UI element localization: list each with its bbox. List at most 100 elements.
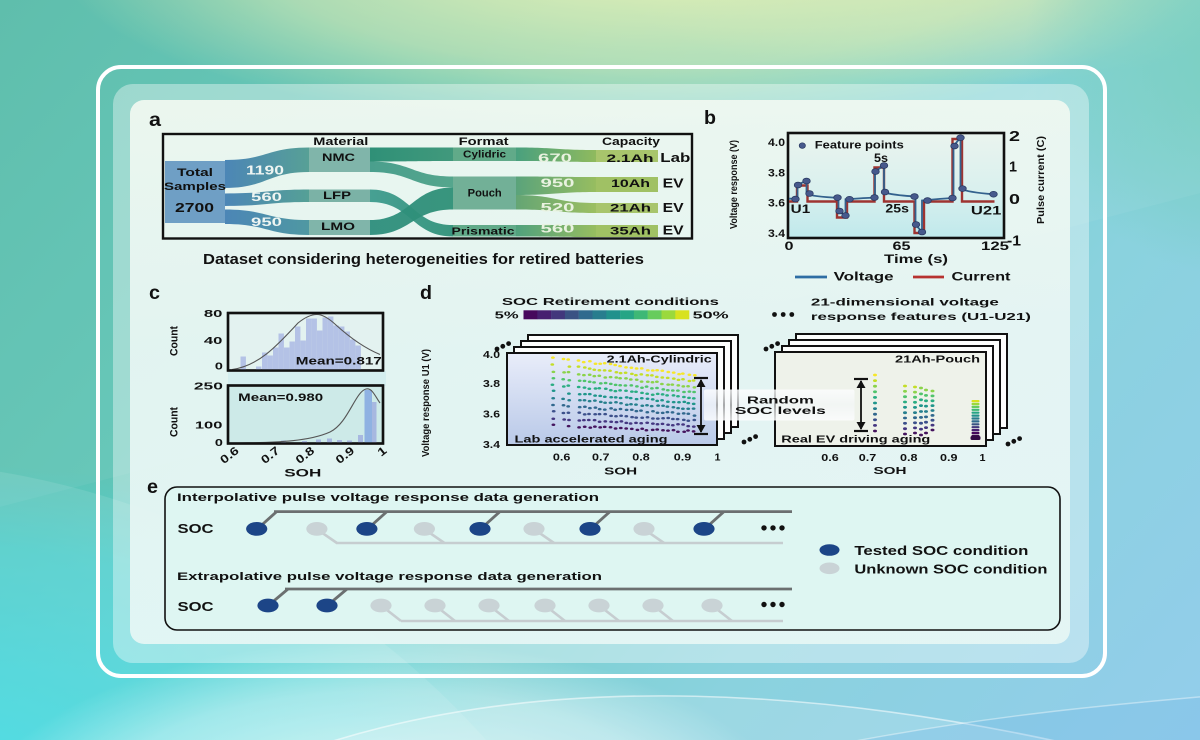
svg-text:950: 950 (251, 215, 282, 229)
svg-text:950: 950 (541, 176, 576, 190)
svg-text:Time (s): Time (s) (884, 254, 948, 266)
svg-text:0.7: 0.7 (859, 452, 877, 464)
svg-text:0.6: 0.6 (821, 452, 839, 464)
svg-text:560: 560 (251, 190, 282, 204)
svg-text:-1: -1 (1007, 234, 1021, 250)
svg-text:Feature points: Feature points (815, 140, 904, 152)
svg-text:0.9: 0.9 (674, 452, 692, 464)
svg-text:Current: Current (952, 272, 1011, 284)
svg-text:125: 125 (981, 241, 1010, 253)
svg-text:LMO: LMO (321, 221, 356, 233)
svg-text:3.4: 3.4 (768, 228, 786, 240)
svg-text:SOC: SOC (178, 522, 214, 536)
svg-text:Count: Count (169, 407, 181, 437)
svg-text:1: 1 (1009, 160, 1017, 176)
svg-text:25s: 25s (885, 204, 909, 216)
svg-text:SOH: SOH (874, 465, 907, 477)
svg-text:0.9: 0.9 (334, 445, 357, 467)
svg-text:Unknown SOC condition: Unknown SOC condition (854, 562, 1047, 576)
svg-text:b: b (704, 108, 716, 129)
svg-text:1190: 1190 (246, 164, 284, 178)
svg-text:65: 65 (893, 241, 912, 253)
svg-text:21Ah: 21Ah (610, 203, 651, 215)
svg-text:e: e (147, 477, 158, 498)
svg-text:Extrapolative pulse voltage re: Extrapolative pulse voltage response dat… (177, 571, 602, 583)
svg-text:Material: Material (313, 136, 368, 148)
svg-text:Pulse current (C): Pulse current (C) (1035, 136, 1047, 224)
svg-text:0.8: 0.8 (900, 452, 918, 464)
svg-text:35Ah: 35Ah (610, 225, 651, 237)
svg-text:3.6: 3.6 (483, 409, 500, 421)
svg-text:SOC: SOC (178, 600, 214, 614)
svg-text:Format: Format (459, 136, 509, 148)
svg-text:4.0: 4.0 (483, 349, 500, 361)
svg-text:2: 2 (1009, 129, 1020, 145)
svg-text:Lab accelerated aging: Lab accelerated aging (515, 434, 668, 446)
svg-text:U21: U21 (971, 206, 1002, 218)
svg-text:EV: EV (663, 224, 685, 238)
svg-text:Count: Count (169, 326, 181, 356)
svg-text:80: 80 (204, 309, 223, 320)
svg-text:10Ah: 10Ah (611, 178, 650, 190)
svg-text:1: 1 (715, 452, 721, 464)
svg-text:0.8: 0.8 (294, 444, 318, 466)
svg-text:Total: Total (177, 167, 213, 179)
svg-text:3.8: 3.8 (483, 378, 500, 390)
svg-text:EV: EV (663, 201, 685, 215)
svg-text:Samples: Samples (164, 181, 226, 193)
svg-text:0.7: 0.7 (259, 445, 282, 467)
svg-text:0: 0 (215, 438, 224, 449)
svg-text:Mean=0.817: Mean=0.817 (296, 356, 382, 368)
svg-text:5%: 5% (495, 310, 520, 322)
svg-text:Tested SOC condition: Tested SOC condition (854, 544, 1028, 558)
svg-text:2.1Ah-Cylindric: 2.1Ah-Cylindric (607, 354, 712, 366)
svg-text:d: d (420, 283, 432, 304)
svg-text:3.8: 3.8 (768, 168, 785, 180)
svg-text:3.4: 3.4 (483, 439, 500, 451)
svg-text:21Ah-Pouch: 21Ah-Pouch (895, 354, 980, 366)
svg-text:50%: 50% (693, 310, 730, 322)
svg-text:3.6: 3.6 (768, 198, 785, 210)
svg-text:2.1Ah: 2.1Ah (607, 153, 654, 165)
svg-text:c: c (149, 283, 160, 304)
svg-text:Lab: Lab (660, 151, 690, 165)
svg-text:Random: Random (747, 394, 814, 406)
svg-text:40: 40 (204, 336, 223, 347)
svg-text:Pouch: Pouch (468, 188, 502, 200)
svg-text:Dataset considering heterogene: Dataset considering heterogeneities for … (203, 251, 644, 268)
svg-text:EV: EV (663, 177, 685, 191)
svg-text:0.8: 0.8 (632, 452, 650, 464)
svg-text:520: 520 (541, 201, 576, 215)
svg-text:LFP: LFP (323, 190, 351, 202)
svg-text:0.7: 0.7 (592, 452, 610, 464)
svg-text:Interpolative pulse voltage re: Interpolative pulse voltage response dat… (177, 492, 599, 504)
svg-text:SOH: SOH (284, 468, 321, 480)
svg-text:Cylidric: Cylidric (463, 148, 506, 160)
svg-text:Voltage response U1 (V): Voltage response U1 (V) (420, 349, 432, 457)
svg-text:560: 560 (541, 222, 576, 236)
svg-text:100: 100 (195, 421, 223, 432)
svg-text:1: 1 (376, 444, 390, 459)
svg-text:1: 1 (980, 452, 986, 464)
svg-text:21-dimensional voltage: 21-dimensional voltage (811, 297, 999, 309)
svg-text:SOH: SOH (604, 466, 637, 478)
svg-text:SOC Retirement conditions: SOC Retirement conditions (502, 296, 719, 308)
svg-text:a: a (149, 110, 161, 131)
svg-text:0: 0 (215, 362, 224, 373)
svg-text:670: 670 (538, 151, 573, 165)
svg-text:250: 250 (194, 382, 224, 393)
svg-text:SOC levels: SOC levels (735, 405, 826, 417)
svg-text:4.0: 4.0 (768, 137, 785, 149)
svg-text:Voltage response (V): Voltage response (V) (728, 140, 740, 229)
svg-text:Capacity: Capacity (602, 136, 661, 148)
svg-text:Mean=0.980: Mean=0.980 (238, 392, 323, 404)
svg-text:Real EV driving aging: Real EV driving aging (781, 434, 930, 446)
svg-text:2700: 2700 (175, 201, 214, 215)
svg-text:Prismatic: Prismatic (452, 226, 515, 238)
svg-text:U1: U1 (791, 204, 811, 216)
svg-text:0: 0 (785, 241, 794, 253)
svg-text:Voltage: Voltage (834, 272, 894, 284)
svg-text:0.9: 0.9 (940, 452, 958, 464)
svg-text:NMC: NMC (322, 152, 355, 164)
svg-text:response features (U1-U21): response features (U1-U21) (811, 311, 1031, 323)
